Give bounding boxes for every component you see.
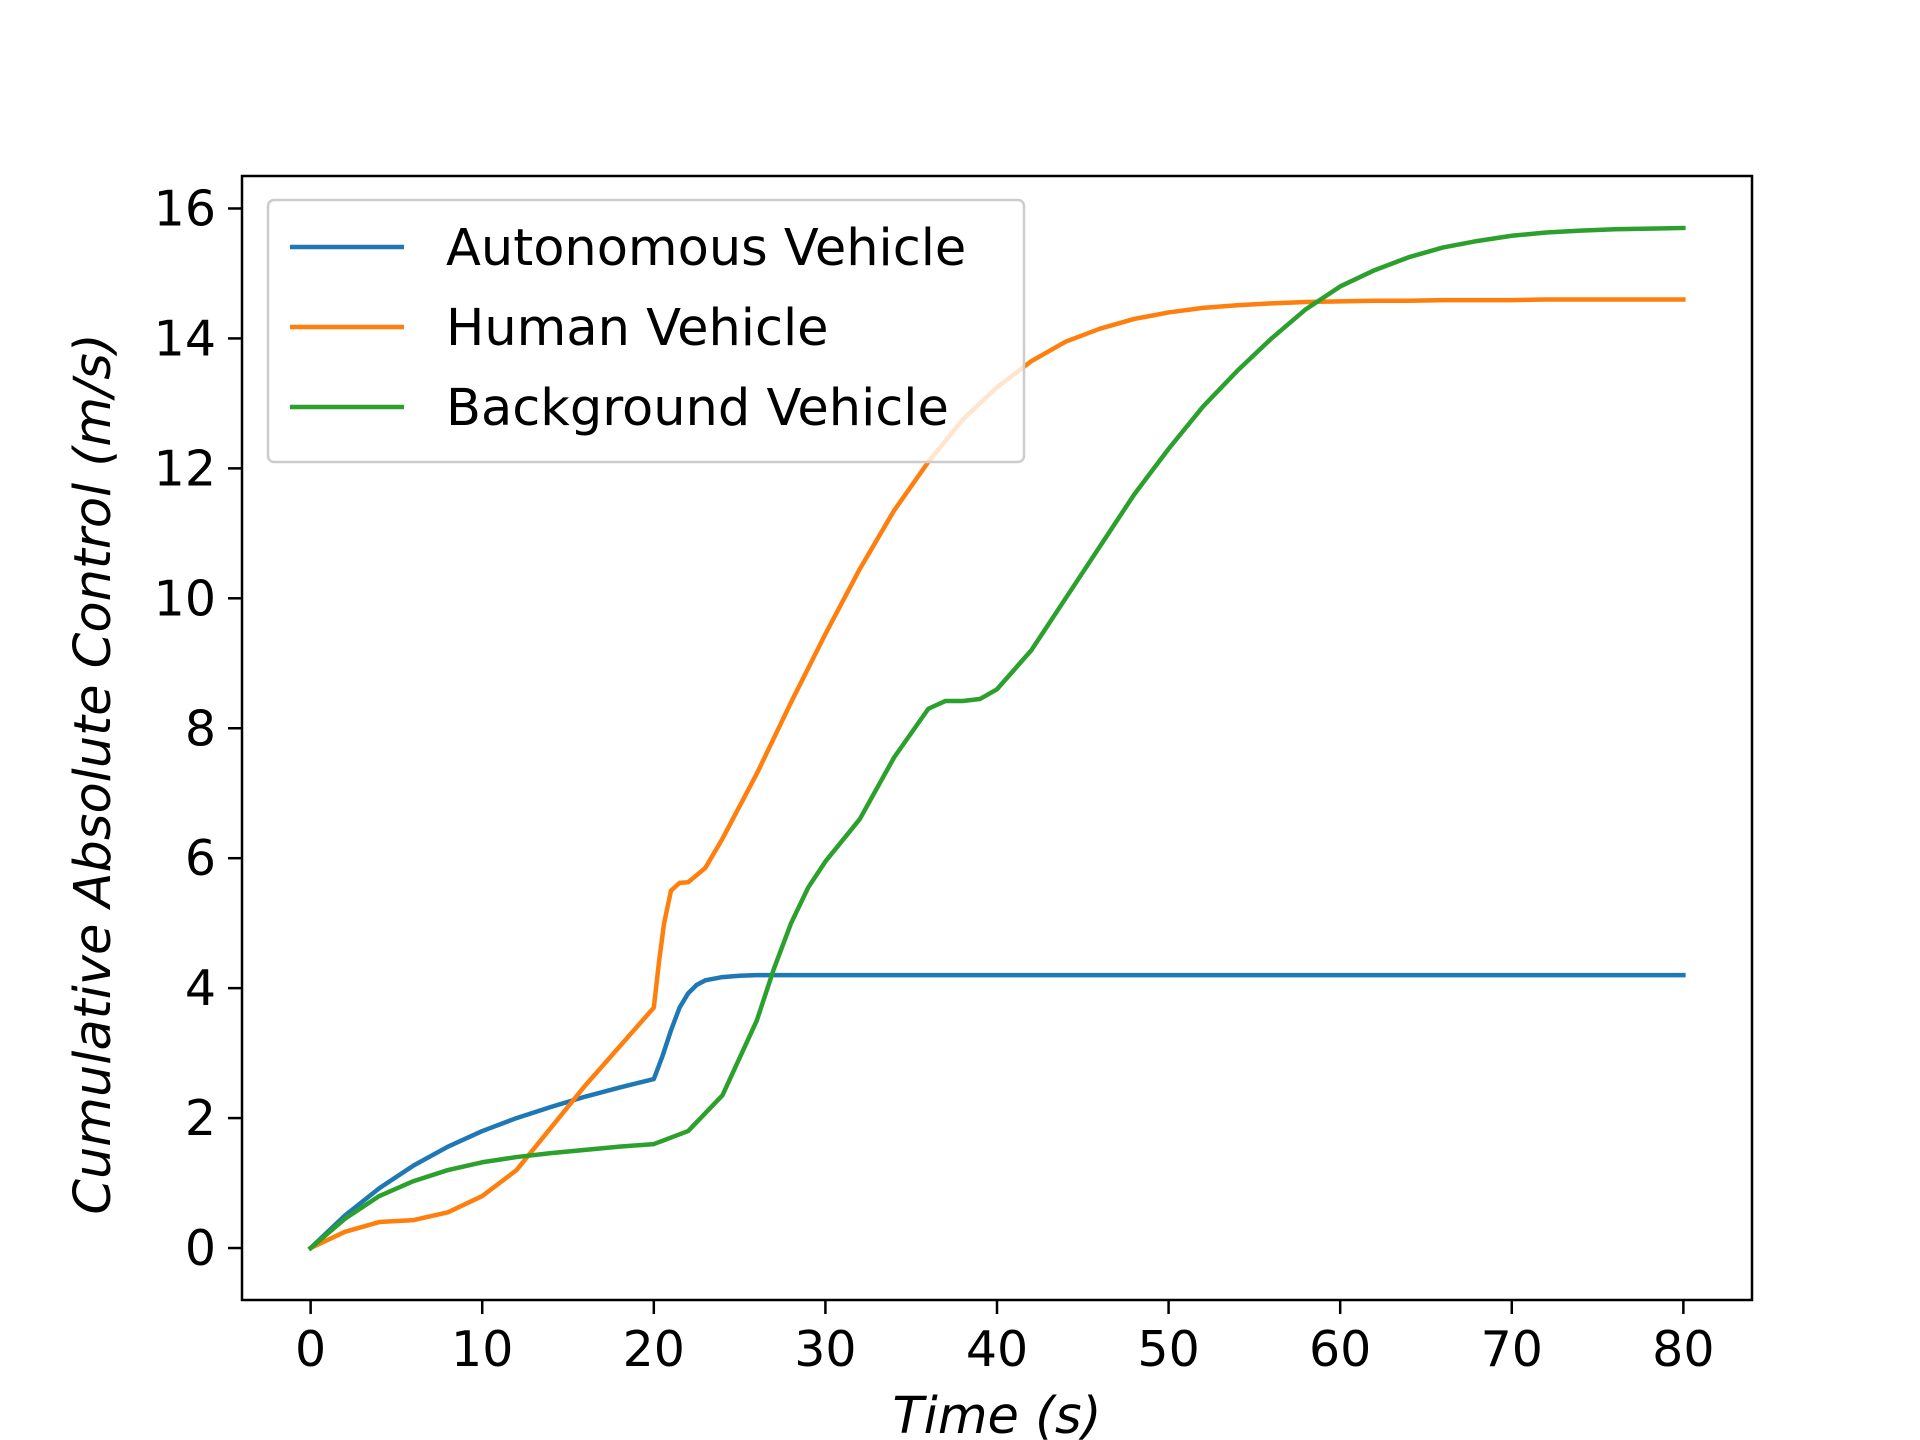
x-axis-label: Time (s) [893, 1387, 1102, 1440]
ticks-layer: 0 10 20 30 40 50 60 70 80 0 2 4 6 8 10 12 14 16 [154, 180, 1715, 1378]
x-tick-label: 50 [1137, 1321, 1199, 1378]
x-tick-label: 60 [1309, 1321, 1371, 1378]
x-tick-label: 20 [623, 1321, 685, 1378]
y-tick-label: 4 [185, 960, 216, 1017]
series-line-3 [307, 225, 1686, 1252]
x-tick-label: 40 [966, 1321, 1028, 1378]
legend-items: Autonomous Vehicle Human Vehicle Backgroun… [290, 219, 966, 438]
y-tick-label: 16 [154, 180, 216, 237]
y-axis-label: Cumulative Absolute Control (m/s) [64, 333, 123, 1214]
x-tick-label: 0 [295, 1321, 326, 1378]
legend-label: Background Vehicle [446, 379, 949, 438]
series-line-2 [307, 297, 1686, 1252]
legend: Autonomous Vehicle Human Vehicle Backgroun… [266, 198, 1026, 464]
series-line-1 [307, 972, 1686, 1252]
y-tick-label: 6 [185, 830, 216, 887]
y-tick-label: 12 [154, 440, 216, 497]
x-tick-label: 80 [1652, 1321, 1714, 1378]
x-tick-label: 70 [1481, 1321, 1543, 1378]
x-tick-label: 30 [794, 1321, 856, 1378]
y-tick-label: 10 [154, 570, 216, 627]
y-tick-label: 2 [185, 1090, 216, 1147]
y-tick-label: 8 [185, 700, 216, 757]
legend-box [266, 198, 1026, 464]
y-tick-label: 14 [154, 310, 216, 367]
legend-label: Human Vehicle [446, 299, 829, 358]
x-tick-label: 10 [451, 1321, 513, 1378]
y-tick-label: 0 [185, 1220, 216, 1277]
series-layer [307, 225, 1686, 1252]
legend-label: Autonomous Vehicle [446, 219, 966, 278]
